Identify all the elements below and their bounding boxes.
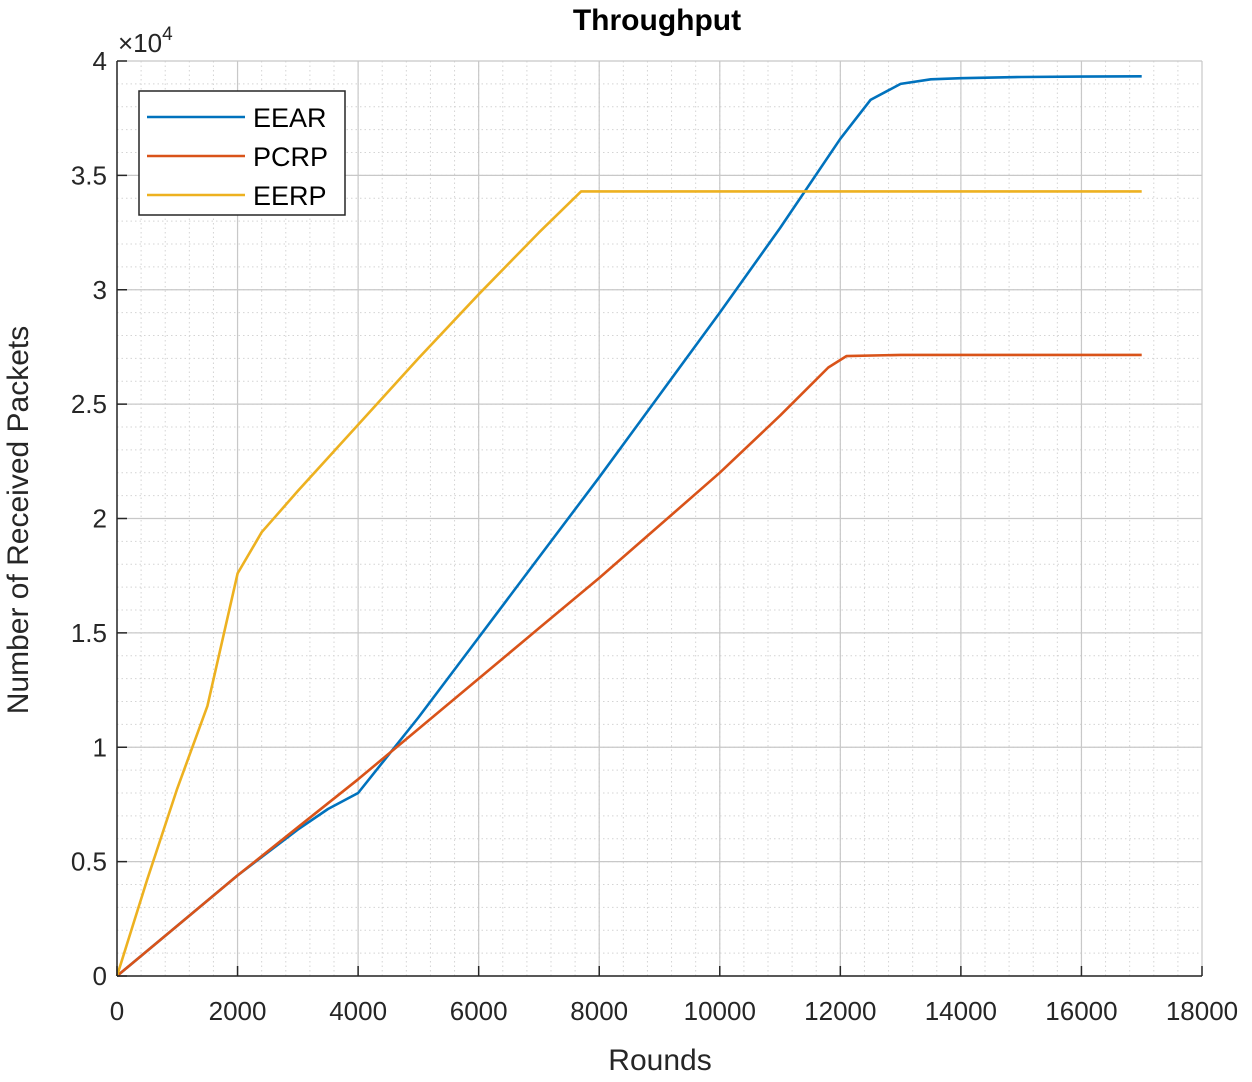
y-tick-labels: 0 0.5 1 1.5 2 2.5 3 3.5 4 — [71, 46, 107, 991]
y-tick-label: 2.5 — [71, 389, 107, 419]
series-line-eerp — [115, 190, 1142, 977]
y-multiplier-base: ×10 — [118, 28, 162, 58]
x-tick-label: 0 — [110, 996, 124, 1026]
legend-label-eerp: EERP — [253, 181, 327, 211]
series-line-eear — [116, 75, 1142, 977]
y-multiplier-label: ×104 — [118, 24, 173, 58]
x-tick-label: 18000 — [1166, 996, 1238, 1026]
x-tick-label: 4000 — [329, 996, 387, 1026]
legend-label-pcrp: PCRP — [253, 142, 328, 172]
axes — [116, 60, 1203, 977]
y-tick-label: 3.5 — [71, 160, 107, 190]
x-tick-label: 14000 — [925, 996, 997, 1026]
y-tick-label: 4 — [93, 46, 107, 76]
y-tick-label: 2 — [93, 504, 107, 534]
y-tick-label: 1.5 — [71, 618, 107, 648]
y-tick-label: 3 — [93, 275, 107, 305]
legend: EEAR PCRP EERP — [138, 90, 346, 216]
y-tick-label: 0.5 — [71, 847, 107, 877]
x-axis-label: Rounds — [608, 1044, 711, 1077]
legend-items: EEAR PCRP EERP — [147, 103, 328, 211]
x-tick-label: 2000 — [209, 996, 267, 1026]
x-tick-labels: 0 2000 4000 6000 8000 10000 12000 14000 16000 180… — [110, 996, 1238, 1026]
chart-title: Throughput — [573, 4, 741, 37]
x-tick-label: 12000 — [804, 996, 876, 1026]
series-layer — [115, 75, 1142, 977]
y-axis-label: Number of Received Packets — [2, 326, 35, 715]
y-tick-label: 1 — [93, 732, 107, 762]
x-tick-label: 10000 — [684, 996, 756, 1026]
x-tick-label: 8000 — [570, 996, 628, 1026]
legend-label-eear: EEAR — [253, 103, 327, 133]
x-tick-label: 6000 — [450, 996, 508, 1026]
y-multiplier-exponent: 4 — [162, 24, 173, 45]
x-tick-label: 16000 — [1045, 996, 1117, 1026]
y-tick-label: 0 — [93, 961, 107, 991]
series-line-pcrp — [116, 353, 1142, 977]
